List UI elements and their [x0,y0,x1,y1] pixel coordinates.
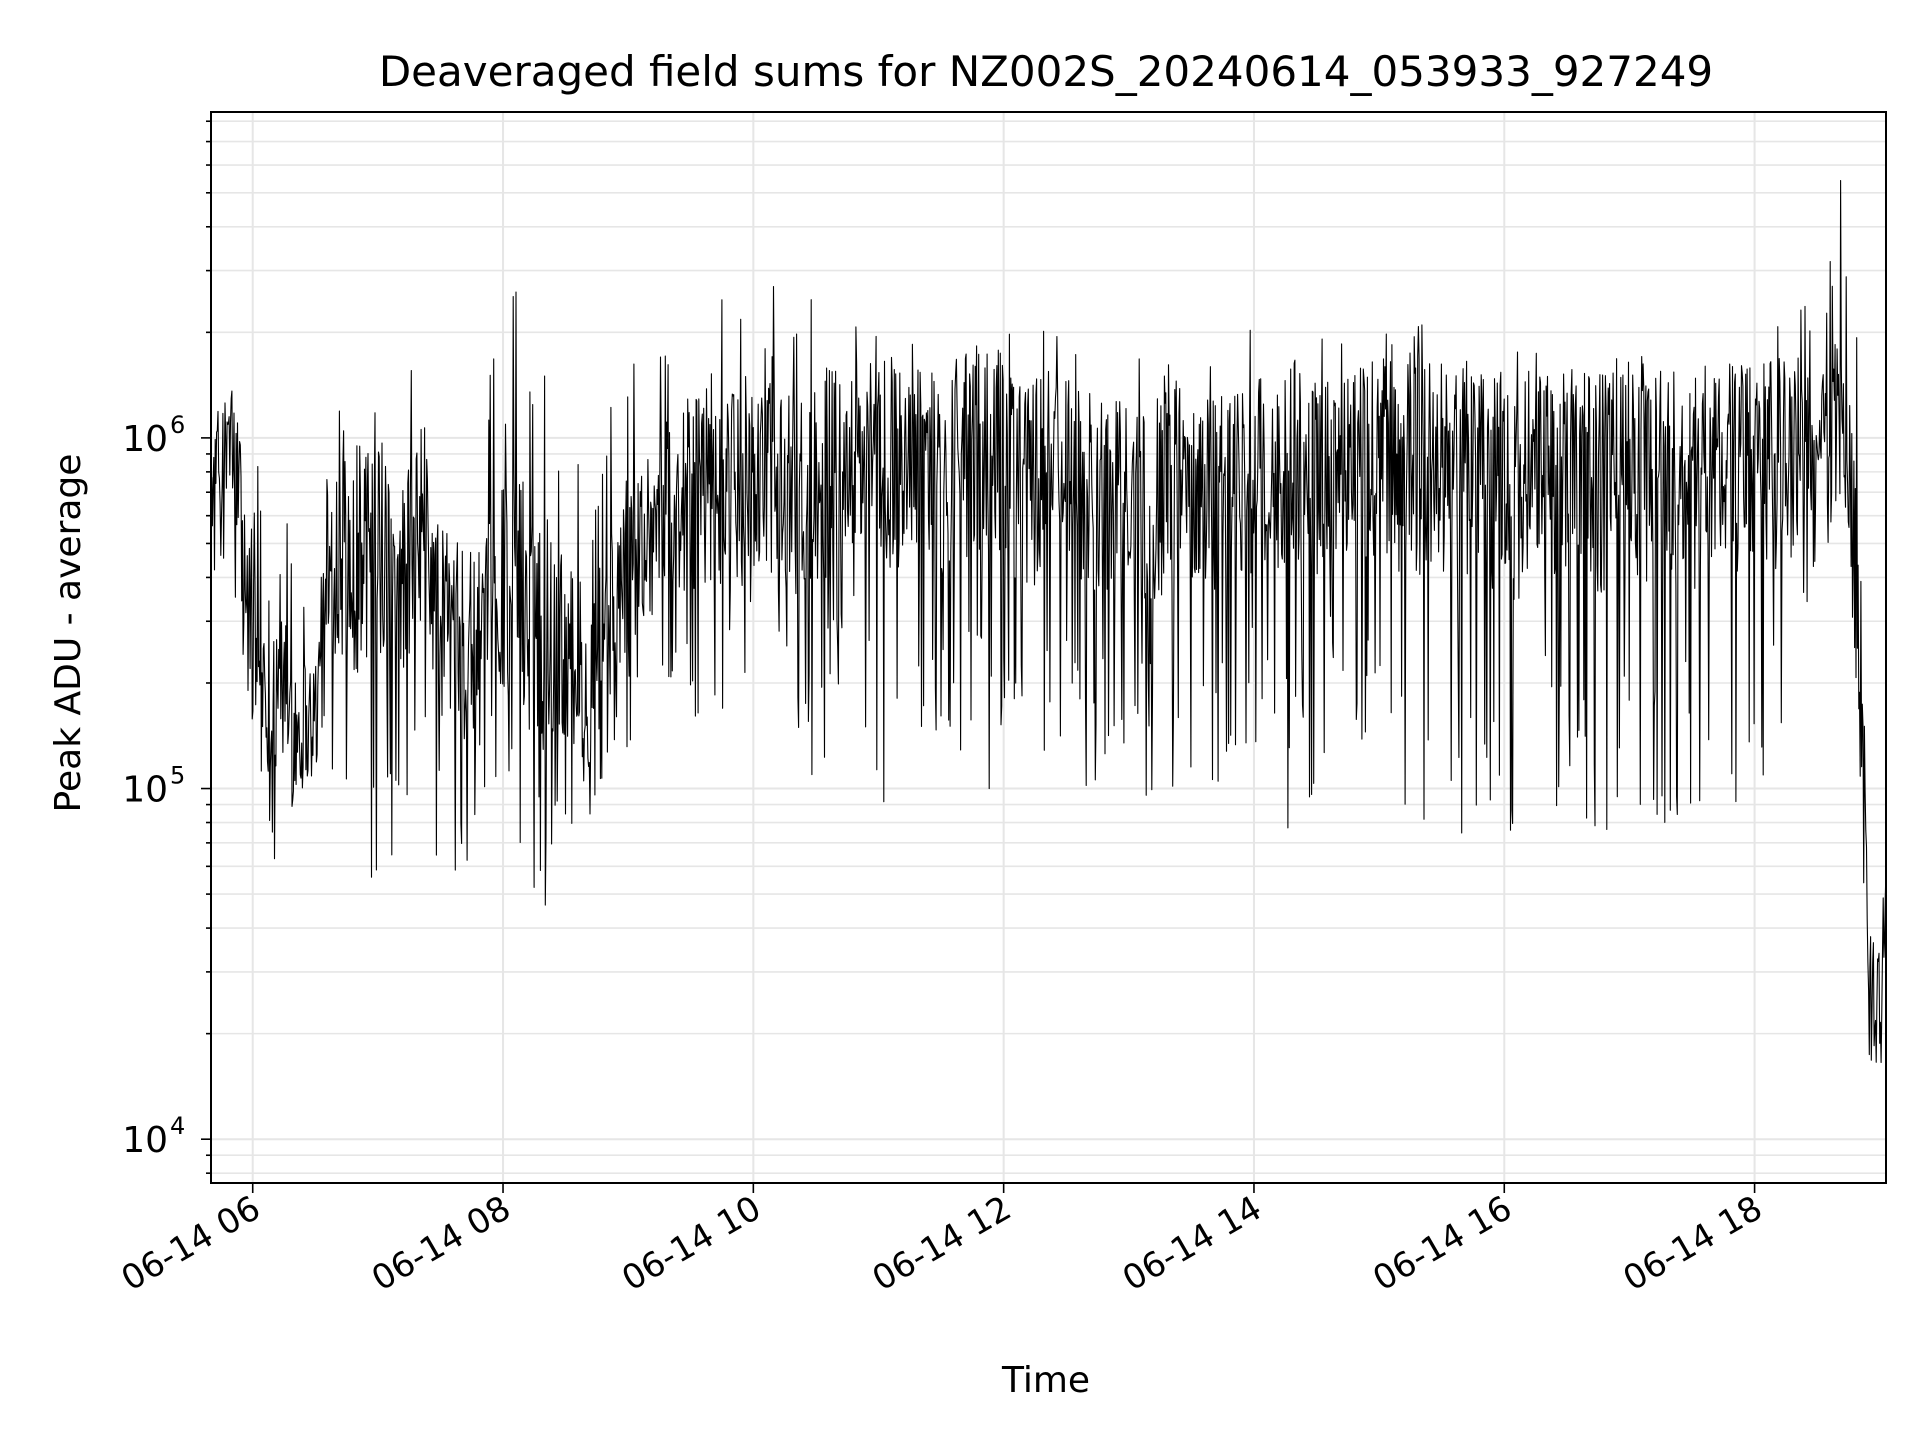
y-tick-label-exponent: 6 [170,411,185,439]
series-line [210,179,1887,1064]
chart-title: Deaveraged field sums for NZ002S_2024061… [379,47,1713,96]
x-axis-label: Time [1001,1360,1090,1401]
y-tick-label: 10 5 [122,762,185,811]
y-tick-label: 10 4 [122,1112,185,1161]
y-tick-label-base: 10 [122,1120,168,1161]
series-layer [210,179,1887,1064]
y-tick-label-base: 10 [122,419,168,460]
y-tick-label-exponent: 5 [170,762,185,790]
y-tick-label-base: 10 [122,770,168,811]
y-axis-label: Peak ADU - average [48,454,89,813]
y-tick-label: 10 6 [122,411,185,460]
y-tick-label-exponent: 4 [170,1112,185,1140]
plot-frame [210,111,1887,1184]
